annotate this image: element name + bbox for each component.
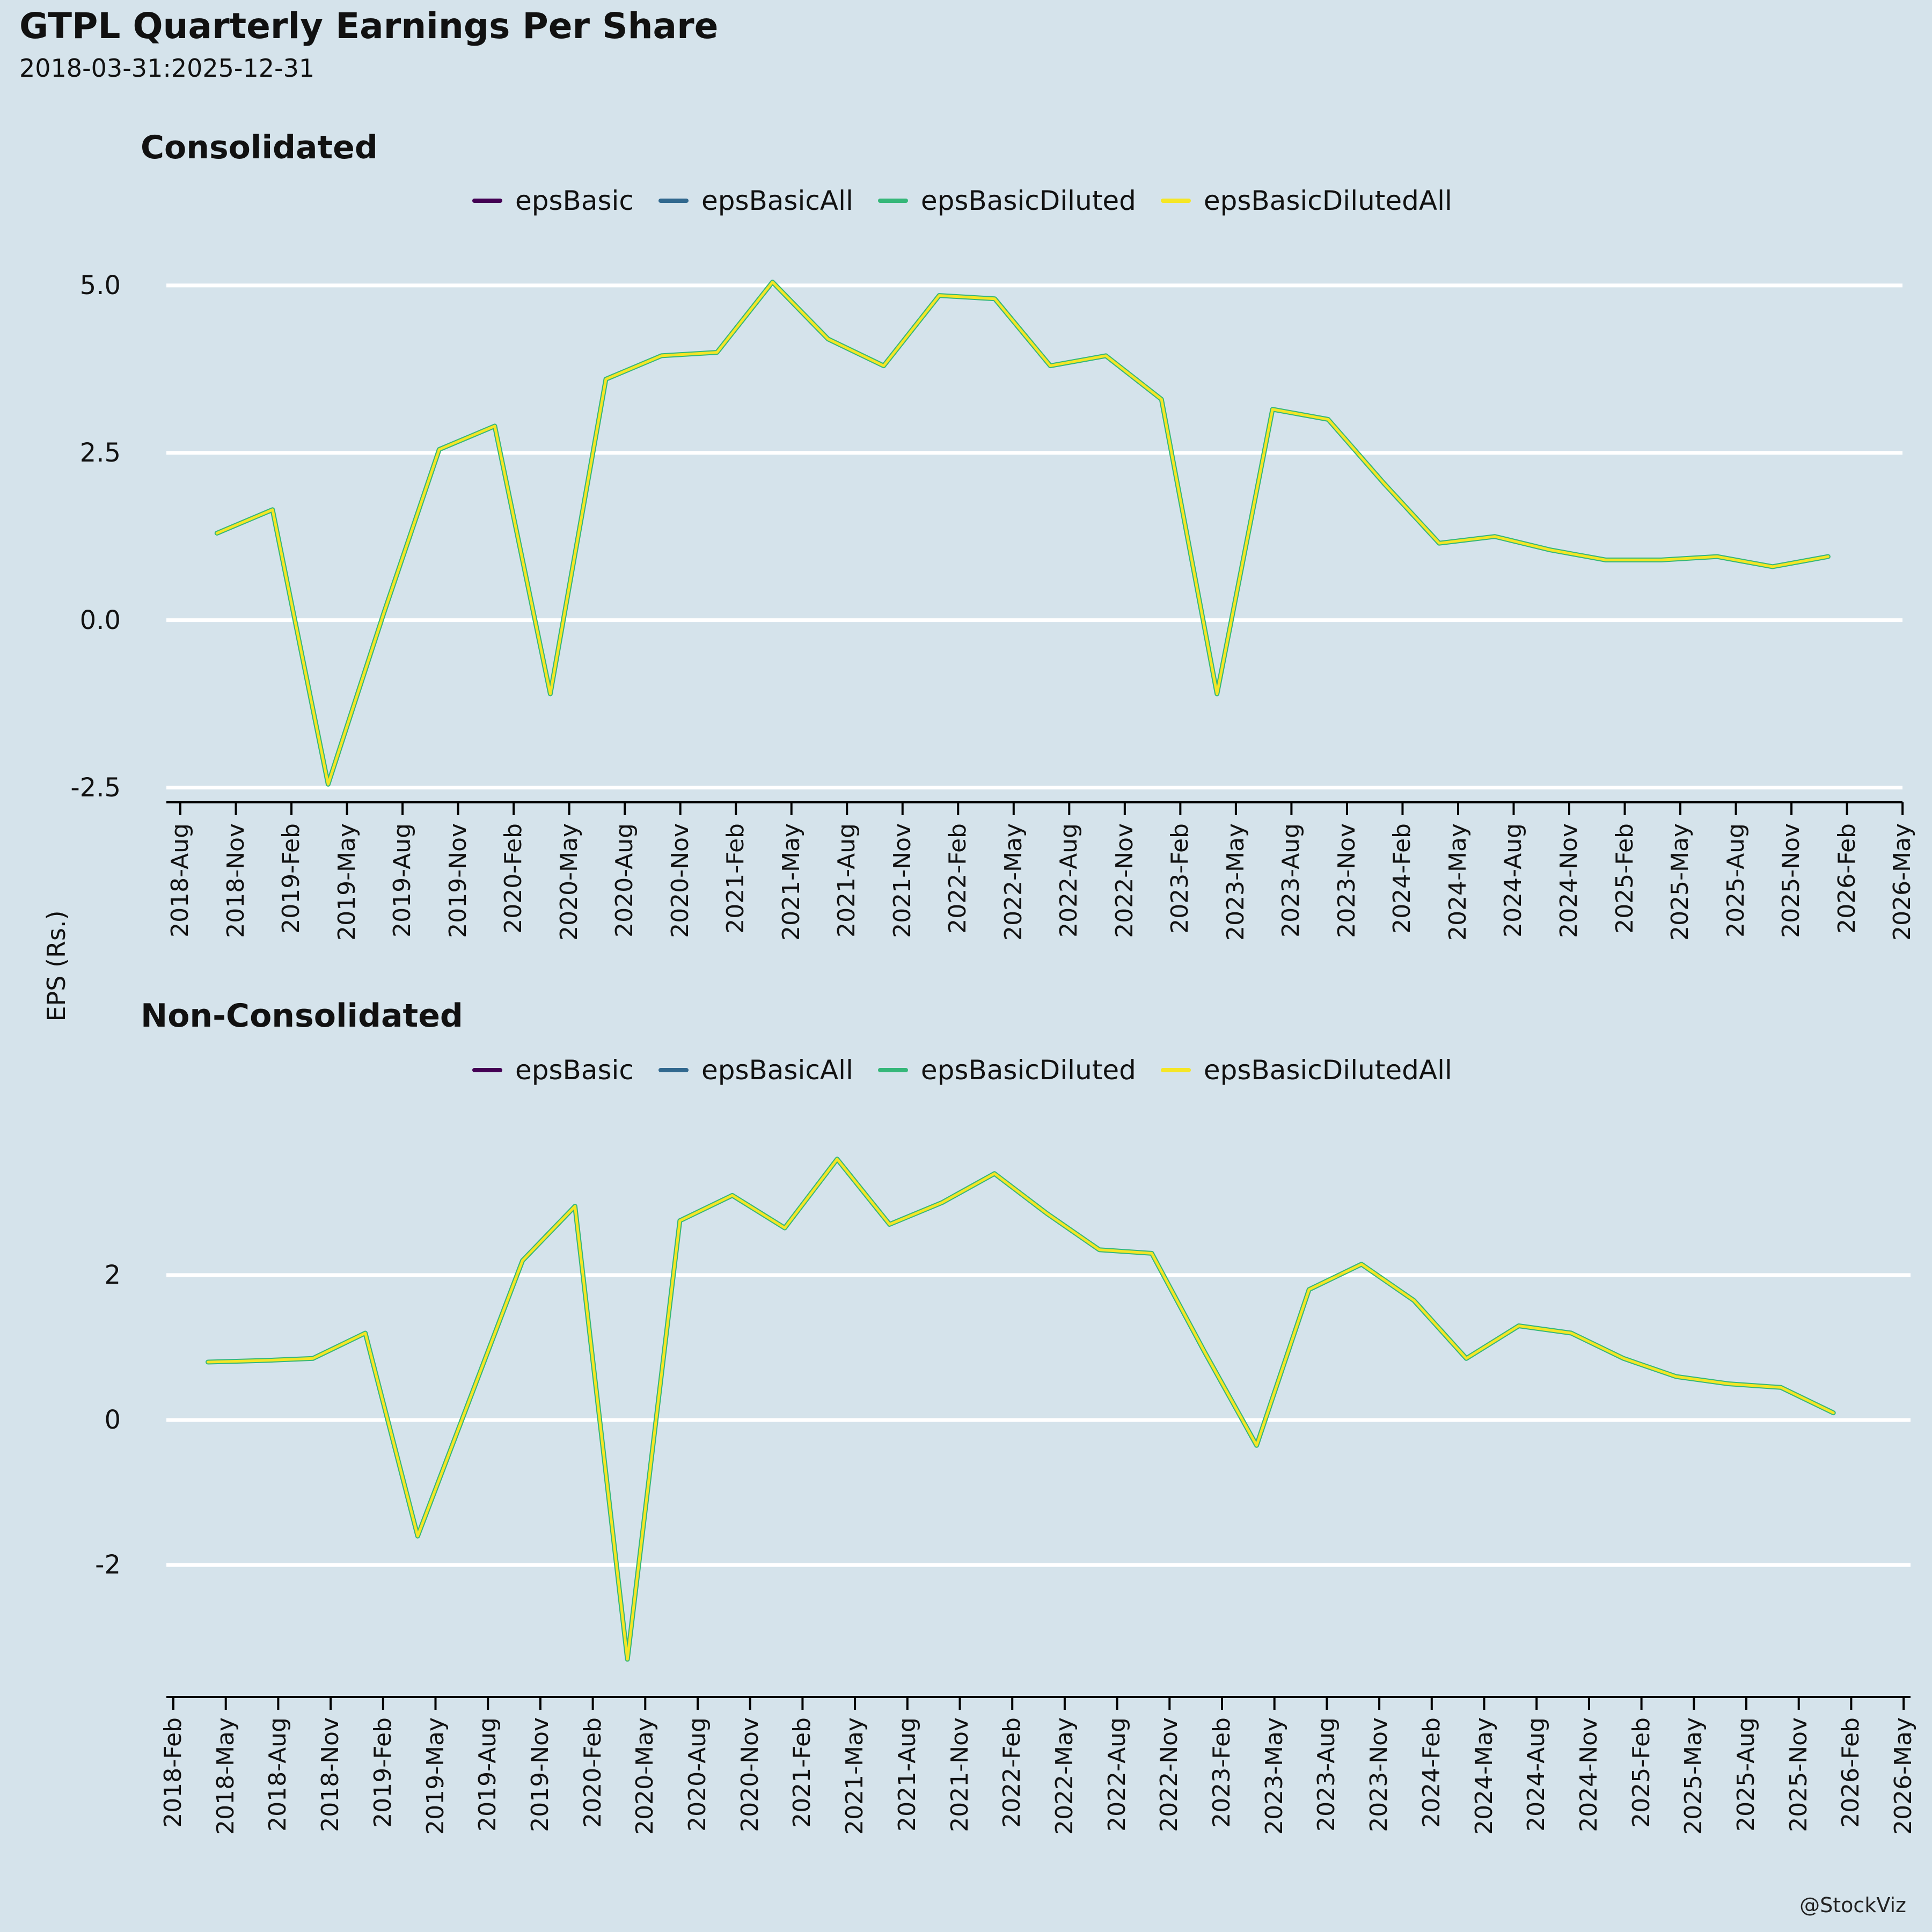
legend-line-icon [472,199,502,203]
legend-line-icon [1160,199,1191,203]
x-tick-label: 2024-Aug [1523,1717,1550,1832]
series-line-epsBasicDiluted [206,1157,1836,1662]
watermark: @StockViz [1799,1893,1906,1917]
legend-line-icon [472,1068,502,1072]
x-tick-label: 2024-Nov [1575,1717,1602,1832]
x-tick-label: 2025-Feb [1627,1717,1655,1828]
x-tick-label: 2023-Nov [1365,1717,1393,1832]
legend-item-epsBasicDilutedAll: epsBasicDilutedAll [1160,185,1452,216]
y-tick-label: 2.5 [79,437,121,468]
x-tick-label: 2022-Feb [998,1717,1026,1828]
legend-label: epsBasic [515,1055,634,1086]
legend-label: epsBasicDilutedAll [1203,1055,1452,1086]
legend-label: epsBasicAll [701,185,853,216]
x-tick-label: 2018-Nov [317,1717,345,1832]
x-tick-label: 2023-May [1260,1717,1288,1835]
x-tick-label: 2025-Aug [1732,1717,1760,1832]
chart-title-consolidated: Consolidated [141,129,378,166]
legend-line-icon [1160,1068,1191,1072]
legend-item-epsBasicAll: epsBasicAll [658,185,853,216]
x-tick-label: 2018-Feb [159,1717,187,1828]
x-tick-label: 2018-May [211,1717,239,1835]
x-tick-label: 2020-Feb [579,1717,606,1828]
x-tick-label: 2025-May [1680,1717,1708,1835]
legend-line-icon [658,1068,689,1072]
x-tick-label: 2019-Aug [474,1717,502,1832]
x-tick-label: 2022-May [1050,1717,1078,1835]
x-tick-label: 2022-Aug [1103,1717,1131,1832]
y-tick-label: 0 [104,1405,121,1436]
x-tick-label: 2021-Nov [946,1717,974,1832]
legend-label: epsBasicDilutedAll [1203,185,1452,216]
legend-item-epsBasicDilutedAll: epsBasicDilutedAll [1160,1055,1452,1086]
x-tick-label: 2019-May [421,1717,449,1835]
legend-item-epsBasicAll: epsBasicAll [658,1055,853,1086]
x-tick-label: 2020-May [631,1717,659,1835]
legend-label: epsBasicDiluted [920,1055,1136,1086]
x-tick-label: 2023-Aug [1313,1717,1341,1832]
legend-item-epsBasicDiluted: epsBasicDiluted [877,185,1136,216]
chart-title-non-consolidated: Non-Consolidated [141,997,463,1035]
legend-label: epsBasicDiluted [920,185,1136,216]
x-tick-label: 2018-Aug [264,1717,292,1832]
x-tick-label: 2026-May [1890,1717,1918,1835]
x-tick-label: 2025-Nov [1784,1717,1812,1832]
y-tick-label: 2 [104,1260,121,1290]
x-tick-label: 2021-Feb [788,1717,816,1828]
x-tick-label: 2023-Feb [1208,1717,1235,1828]
x-tick-label: 2022-Nov [1155,1717,1183,1832]
legend-consolidated: epsBasic epsBasicAll epsBasicDiluted epsBas… [472,184,1452,218]
legend-non-consolidated: epsBasic epsBasicAll epsBasicDiluted epsBas… [472,1053,1452,1087]
legend-label: epsBasicAll [701,1055,853,1086]
y-tick-label: 5.0 [79,270,121,301]
y-tick-label: -2.5 [70,772,121,803]
x-tick-label: 2021-Aug [893,1717,921,1832]
x-tick-label: 2021-May [841,1717,869,1835]
legend-item-epsBasicDiluted: epsBasicDiluted [877,1055,1136,1086]
legend-line-icon [877,199,908,203]
legend-line-icon [877,1068,908,1072]
legend-item-epsBasic: epsBasic [472,185,634,216]
y-tick-label: 0.0 [79,605,121,635]
series-line-epsBasicDilutedAll [207,1158,1835,1661]
x-tick-label: 2026-Feb [1837,1717,1865,1828]
page-title: GTPL Quarterly Earnings Per Share [19,5,719,47]
x-tick-label: 2024-May [1470,1717,1498,1835]
x-tick-label: 2019-Nov [526,1717,554,1832]
legend-line-icon [658,199,689,203]
x-tick-label: 2019-Feb [369,1717,397,1828]
legend-label: epsBasic [515,185,634,216]
y-tick-label: -2 [95,1550,121,1580]
x-tick-label: 2024-Feb [1417,1717,1445,1828]
legend-item-epsBasic: epsBasic [472,1055,634,1086]
page-subtitle: 2018-03-31:2025-12-31 [19,54,315,83]
series-line-epsBasicDilutedAll [215,281,1829,786]
x-tick-label: 2020-Nov [736,1717,764,1832]
x-tick-label: 2020-Aug [684,1717,711,1832]
